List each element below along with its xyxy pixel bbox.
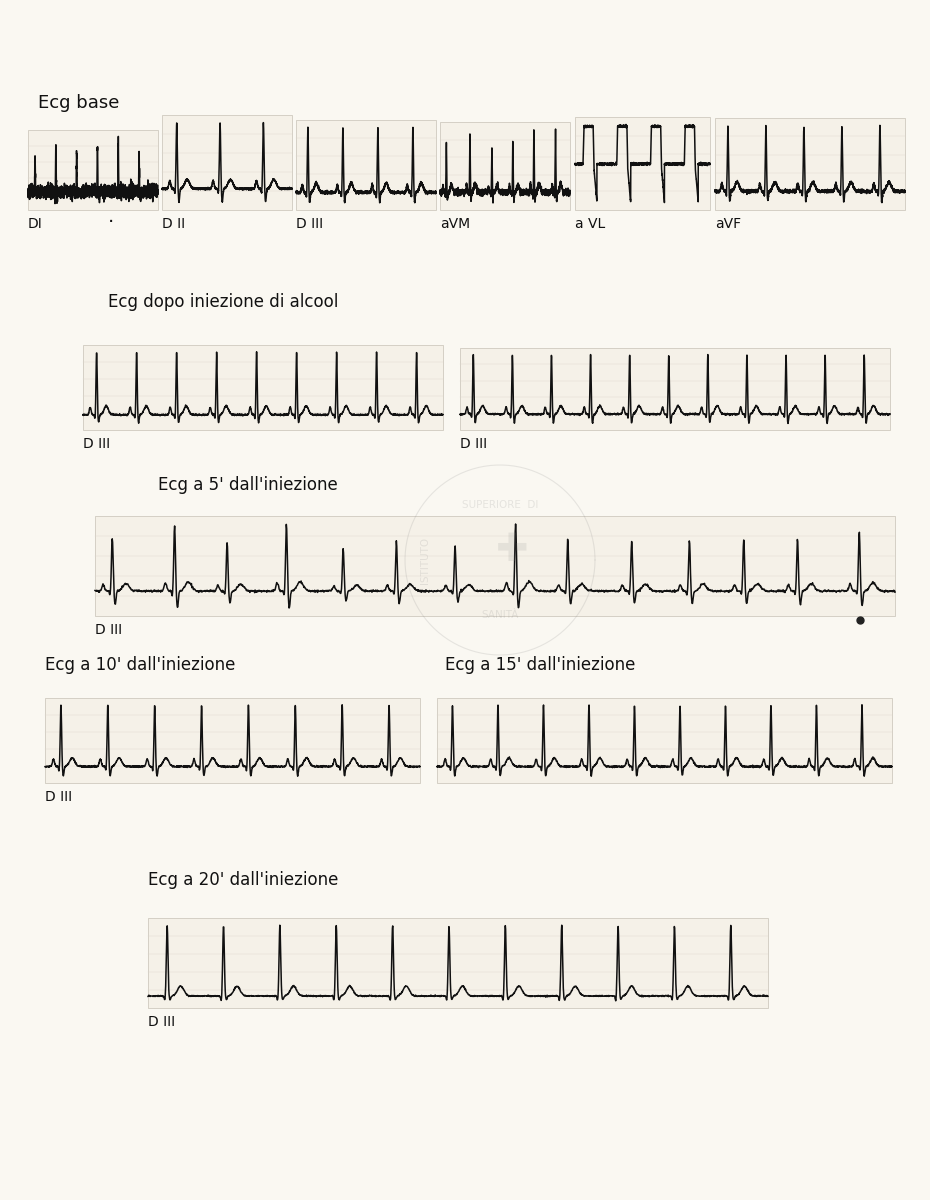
- Text: D II: D II: [162, 217, 185, 230]
- Bar: [45, 698, 420, 782]
- Text: a VL: a VL: [575, 217, 605, 230]
- Text: ✚: ✚: [496, 530, 528, 569]
- Text: SUPERIORE  DI: SUPERIORE DI: [462, 500, 538, 510]
- Text: Ecg dopo iniezione di alcool: Ecg dopo iniezione di alcool: [108, 293, 339, 311]
- Text: Ecg a 15' dall'iniezione: Ecg a 15' dall'iniezione: [445, 656, 635, 674]
- Bar: [28, 130, 158, 210]
- Text: Ecg a 10' dall'iniezione: Ecg a 10' dall'iniezione: [45, 656, 235, 674]
- Text: Ecg base: Ecg base: [38, 94, 119, 112]
- Bar: [296, 120, 436, 210]
- Bar: [440, 122, 570, 210]
- Text: Ecg a 20' dall'iniezione: Ecg a 20' dall'iniezione: [148, 871, 339, 889]
- Text: D III: D III: [45, 790, 73, 804]
- Bar: [575, 116, 710, 210]
- Bar: [148, 918, 768, 1008]
- Bar: [437, 698, 892, 782]
- Text: Ecg a 5' dall'iniezione: Ecg a 5' dall'iniezione: [158, 476, 338, 494]
- Text: D III: D III: [95, 623, 122, 637]
- Bar: [715, 118, 905, 210]
- Text: aVF: aVF: [715, 217, 741, 230]
- Bar: [95, 516, 895, 616]
- Text: D III: D III: [460, 437, 487, 451]
- Text: ISTITUTO: ISTITUTO: [420, 536, 430, 583]
- Text: D III: D III: [296, 217, 323, 230]
- Text: SANITÀ: SANITÀ: [482, 610, 519, 620]
- Text: D III: D III: [83, 437, 110, 451]
- Text: aVM: aVM: [440, 217, 471, 230]
- Bar: [460, 348, 890, 430]
- Text: ·: ·: [108, 214, 114, 232]
- Text: D III: D III: [148, 1015, 175, 1028]
- Bar: [162, 115, 292, 210]
- Bar: [83, 346, 443, 430]
- Text: DI: DI: [28, 217, 43, 230]
